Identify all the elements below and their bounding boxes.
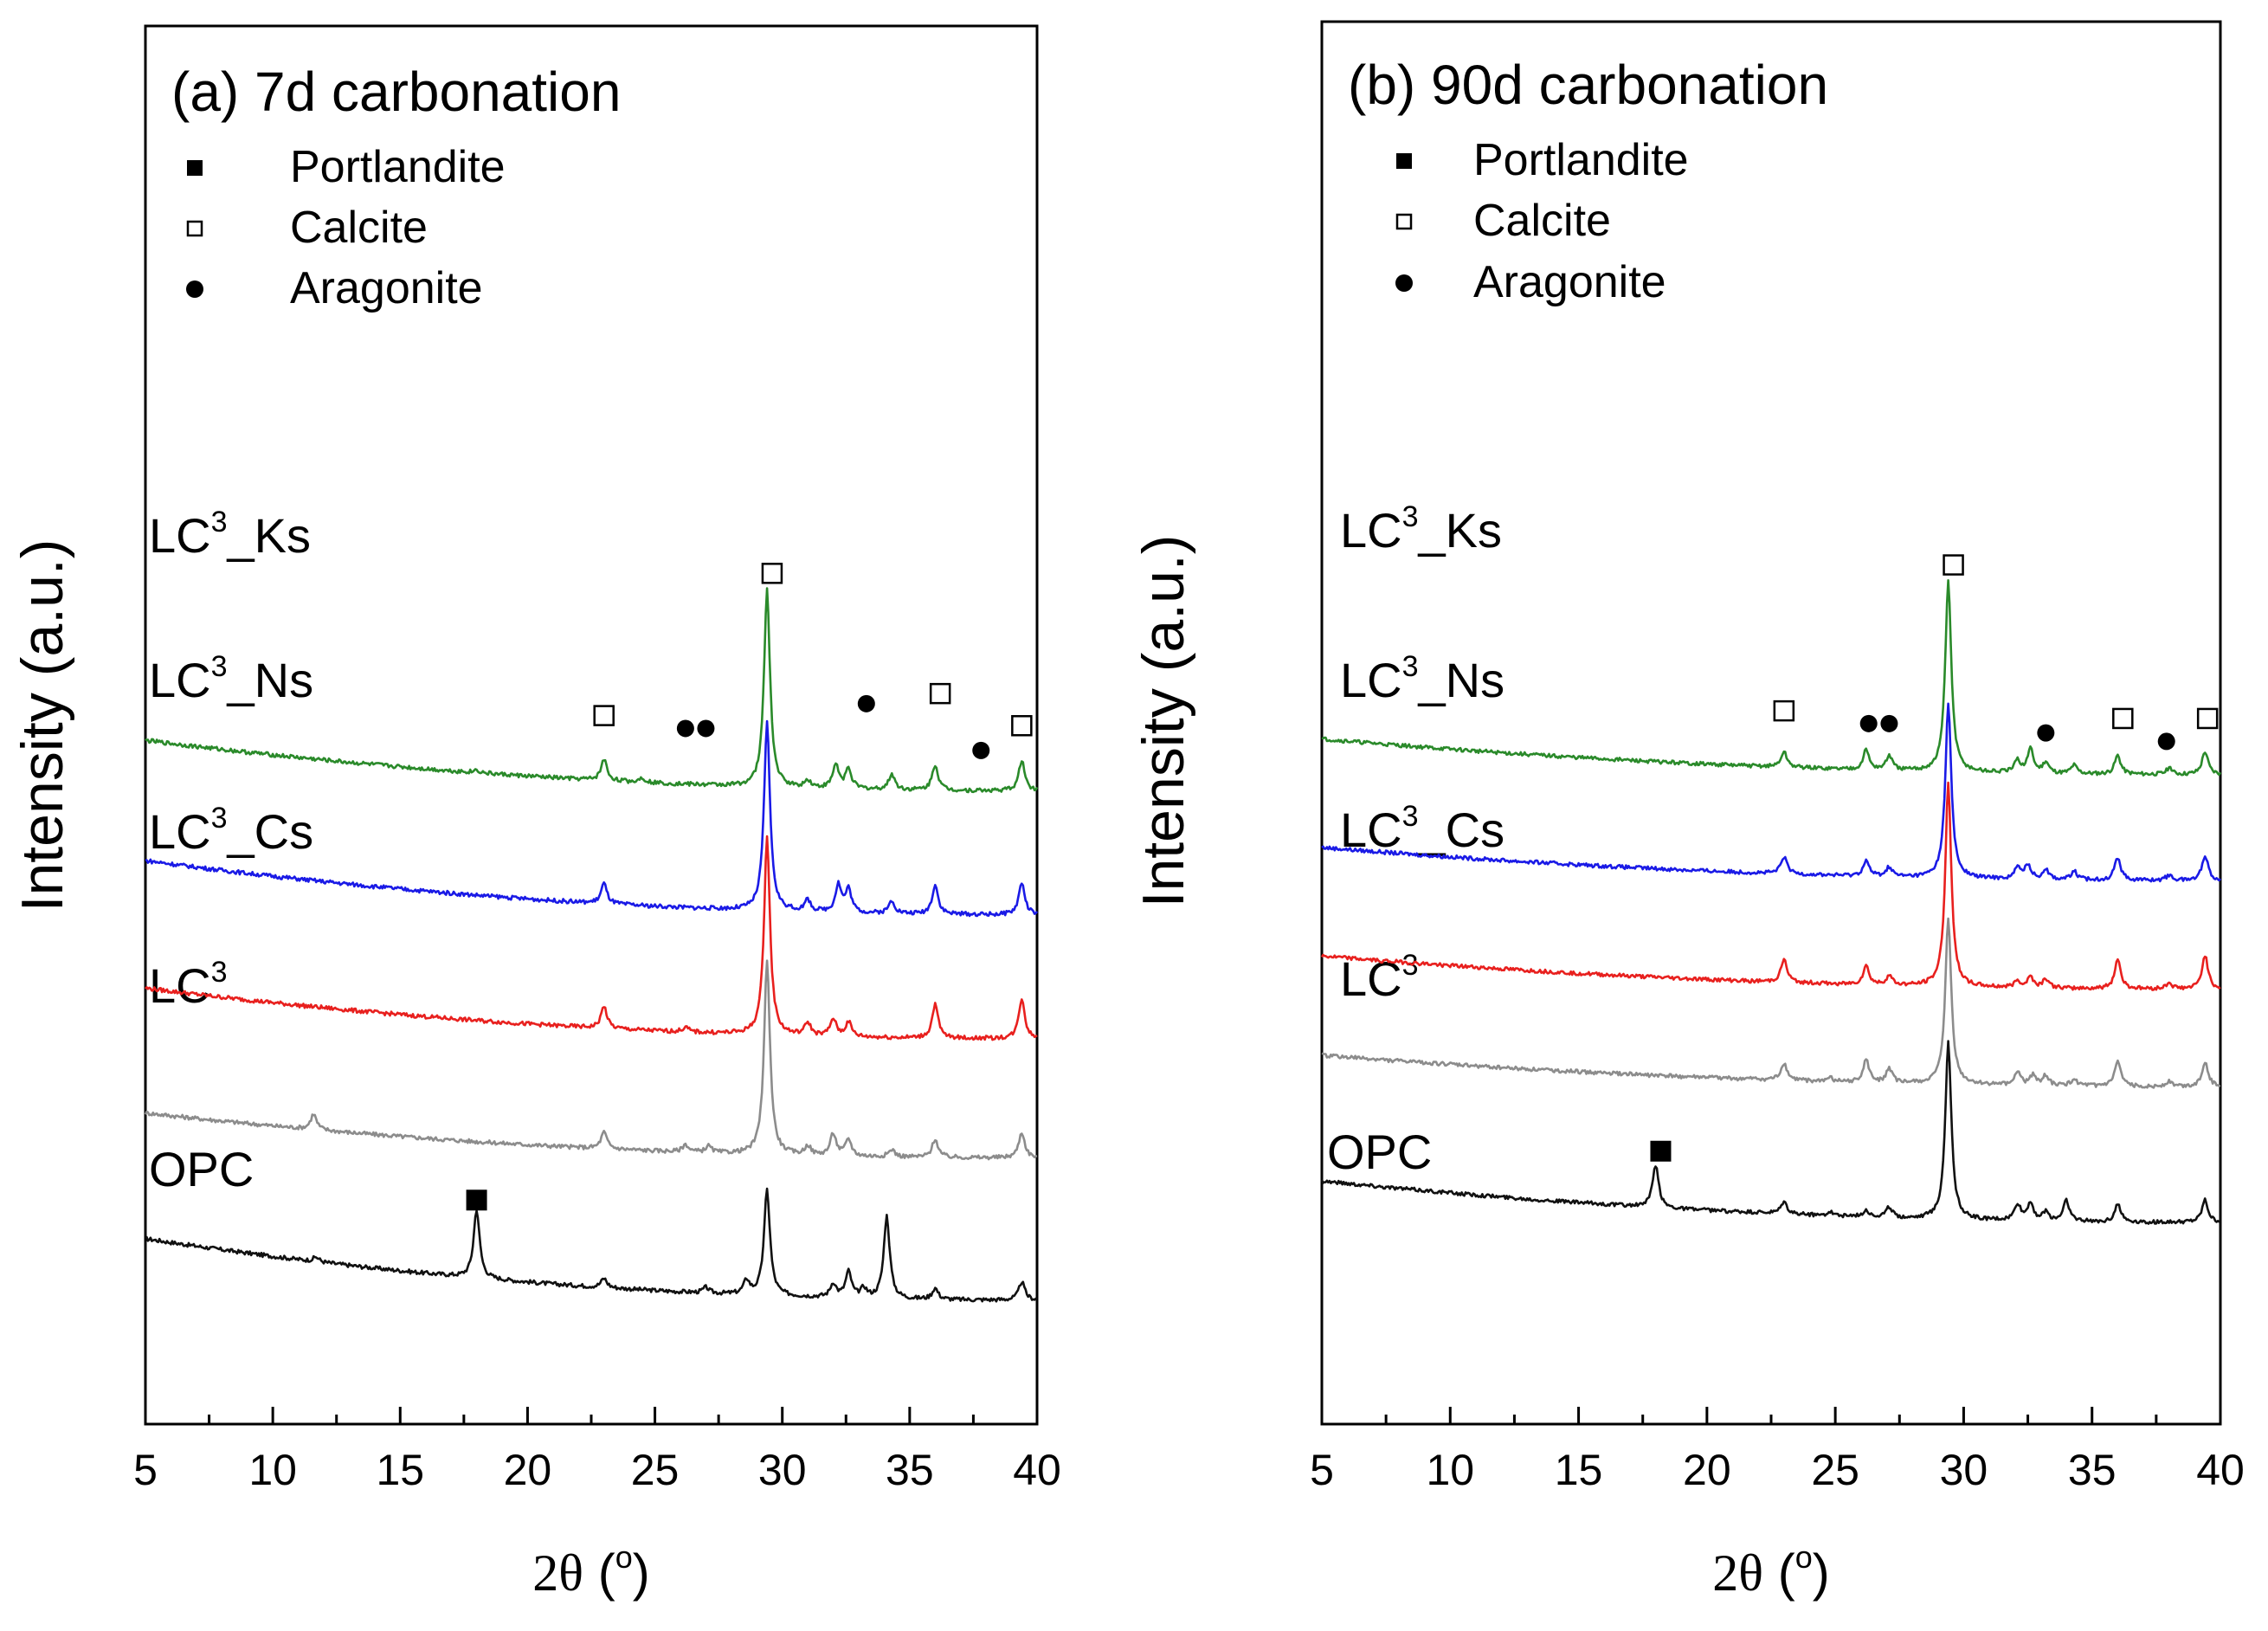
panel-b-90d-carbonation: 5 10 15 20 25 30 35 40 2θ (o) Intensity (a.u.) (b)…	[1131, 20, 2245, 1602]
series-label-lc3-ks: LC3_Ks	[149, 506, 311, 563]
x-tick-label: 10	[1426, 1446, 1474, 1494]
peak-marker-aragonite	[972, 741, 990, 759]
legend-label-calcite: Calcite	[1473, 196, 1611, 246]
peak-marker-aragonite	[1859, 714, 1878, 732]
legend-marker-calcite	[1395, 213, 1413, 230]
legend: Portlandite Calcite Aragonite	[1395, 135, 1689, 307]
legend-label-portlandite: Portlandite	[290, 142, 506, 192]
series-line-lc3-cs	[1320, 781, 2221, 991]
x-tick-label: 35	[2068, 1446, 2117, 1494]
series-label-lc3-ns: LC3_Ns	[1340, 650, 1504, 707]
legend-label-aragonite: Aragonite	[1473, 257, 1666, 307]
peak-marker-aragonite	[1880, 714, 1898, 732]
series-label-opc: OPC	[1327, 1125, 1432, 1179]
series-line-lc3-ns	[145, 719, 1039, 918]
x-axis-label: 2θ (o)	[1712, 1539, 1829, 1602]
x-tick-label: 30	[758, 1446, 807, 1494]
x-tick-label: 30	[1940, 1446, 1988, 1494]
series-line-opc	[145, 1187, 1038, 1303]
panel-title: (b) 90d carbonation	[1348, 54, 1828, 116]
y-axis-label: Intensity (a.u.)	[10, 539, 75, 912]
x-tick-label: 20	[504, 1446, 552, 1494]
x-tick-label: 35	[886, 1446, 934, 1494]
series-line-lc3-cs	[145, 835, 1038, 1041]
peak-marker-aragonite	[2037, 724, 2055, 742]
plot-frame	[1320, 20, 2222, 1426]
series-label-lc3-ns: LC3_Ns	[149, 650, 313, 707]
panel-title: (a) 7d carbonation	[171, 61, 621, 123]
peak-marker-calcite	[761, 563, 783, 584]
x-tick-label: 25	[1811, 1446, 1859, 1494]
plot-frame	[144, 24, 1039, 1426]
series-line-lc3	[1321, 917, 2221, 1089]
peak-marker-calcite	[2196, 707, 2219, 730]
x-tick-label: 40	[1013, 1446, 1061, 1494]
x-axis-label: 2θ (o)	[532, 1539, 649, 1602]
legend-marker-aragonite	[1395, 274, 1413, 292]
legend-label-aragonite: Aragonite	[290, 263, 483, 313]
peak-marker-calcite	[929, 682, 951, 705]
x-tick-label: 15	[376, 1446, 424, 1494]
peak-marker-calcite	[1011, 715, 1033, 737]
legend: Portlandite Calcite Aragonite	[186, 142, 506, 313]
series-line-lc3-ks	[145, 587, 1039, 794]
legend-marker-calcite	[186, 220, 203, 237]
x-tick-label: 15	[1555, 1446, 1603, 1494]
peak-marker-aragonite	[697, 719, 715, 738]
series-label-opc: OPC	[149, 1142, 254, 1196]
panel-a-7d-carbonation: 5 10 15 20 25 30 35 40 2θ (o) Intensity (a.u.) (a)…	[10, 24, 1061, 1602]
legend-label-calcite: Calcite	[290, 203, 428, 253]
x-tick-label: 5	[133, 1446, 158, 1494]
peak-marker-portlandite	[1650, 1140, 1672, 1162]
legend-marker-aragonite	[186, 280, 203, 298]
peak-marker-calcite	[1773, 699, 1795, 722]
peak-marker-aragonite	[857, 694, 875, 712]
y-axis-label: Intensity (a.u.)	[1131, 535, 1196, 908]
peak-marker-portlandite	[466, 1189, 487, 1211]
series-label-lc3: LC3	[149, 956, 228, 1013]
legend-marker-portlandite	[1396, 153, 1412, 169]
series-label-lc3-ks: LC3_Ks	[1340, 500, 1502, 558]
legend-label-portlandite: Portlandite	[1473, 135, 1689, 185]
peak-marker-calcite	[1943, 554, 1964, 576]
x-tick-label: 20	[1683, 1446, 1731, 1494]
series-line-lc3	[144, 959, 1038, 1161]
peak-marker-calcite	[593, 705, 615, 726]
series-label-lc3-cs: LC3_Cs	[149, 802, 313, 859]
peak-marker-aragonite	[2157, 732, 2175, 751]
x-tick-label: 5	[1310, 1446, 1334, 1494]
series-line-lc3-ks	[1321, 578, 2222, 777]
peak-marker-aragonite	[676, 719, 694, 738]
x-tick-label: 10	[248, 1446, 297, 1494]
peak-marker-calcite	[2112, 707, 2134, 730]
x-tick-label: 40	[2196, 1446, 2245, 1494]
series-line-lc3-ns	[1321, 702, 2222, 883]
legend-marker-portlandite	[187, 160, 203, 176]
series-line-opc	[1320, 1040, 2221, 1225]
x-tick-label: 25	[631, 1446, 680, 1494]
series-label-lc3-cs: LC3_Cs	[1340, 800, 1504, 857]
